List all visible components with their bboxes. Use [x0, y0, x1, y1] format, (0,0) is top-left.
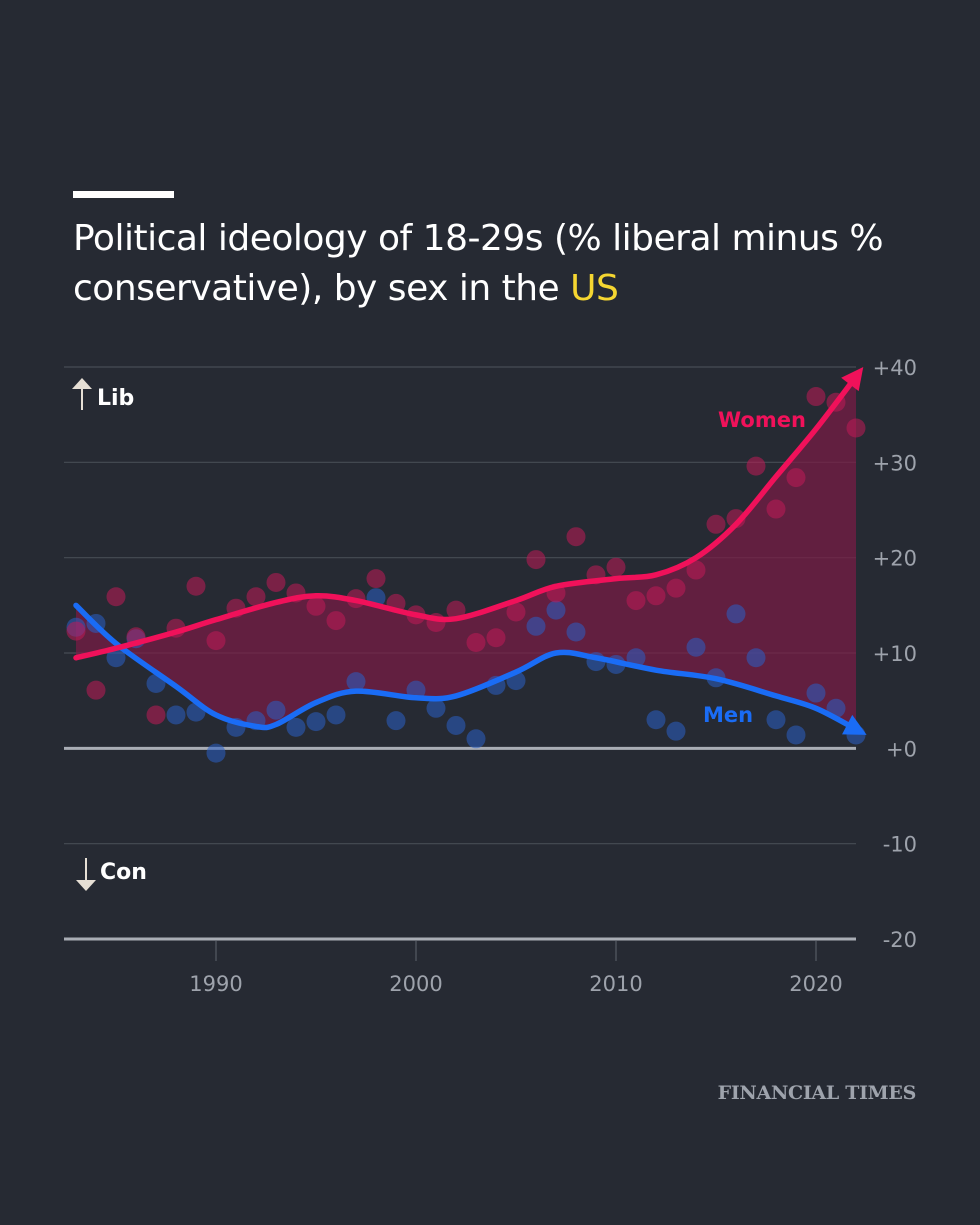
women-point-1985 — [106, 587, 126, 607]
con-annotation: Con — [76, 858, 147, 891]
women-point-2018 — [766, 499, 786, 519]
women-point-2015 — [706, 514, 726, 534]
women-point-2020 — [806, 387, 826, 407]
arrow-up-head-icon — [72, 378, 92, 389]
women-point-1984 — [86, 680, 106, 700]
men-point-2018 — [766, 710, 786, 730]
men-point-1993 — [266, 700, 286, 720]
women-point-2017 — [746, 456, 766, 476]
men-point-1985 — [106, 648, 126, 668]
men-point-2019 — [786, 725, 806, 745]
women-point-2005 — [506, 602, 526, 622]
title-main: Political ideology of 18-29s (% liberal … — [73, 218, 884, 309]
men-point-2008 — [566, 622, 586, 642]
arrow-down-head-icon — [76, 880, 96, 891]
women-point-1993 — [266, 572, 286, 592]
women-point-2004 — [486, 628, 506, 648]
y-tick-label: +40 — [873, 356, 917, 380]
men-point-1999 — [386, 711, 406, 731]
x-axis: 1990 2000 2010 2020 — [189, 941, 843, 996]
gap-fill — [76, 376, 856, 730]
women-point-2003 — [466, 633, 486, 653]
women-point-2008 — [566, 527, 586, 547]
trend-lines — [73, 366, 867, 735]
women-point-2002 — [446, 600, 466, 620]
y-tick-label: -20 — [883, 928, 917, 952]
women-point-1990 — [206, 631, 226, 651]
men-point-2016 — [726, 604, 746, 624]
y-tick-label: +10 — [873, 642, 917, 666]
x-tick-label: 2010 — [589, 972, 642, 996]
y-tick-label: -10 — [883, 833, 917, 857]
women-point-2013 — [666, 578, 686, 598]
men-point-2017 — [746, 648, 766, 668]
scatter-points — [66, 387, 866, 763]
title-accent-bar — [73, 191, 174, 198]
men-point-2013 — [666, 721, 686, 741]
women-series-label: Women — [718, 408, 806, 432]
source-credit: FINANCIAL TIMES — [717, 1082, 917, 1104]
women-point-2014 — [686, 560, 706, 580]
women-point-1996 — [326, 611, 346, 631]
men-point-2014 — [686, 637, 706, 657]
men-point-1988 — [166, 705, 186, 725]
women-arrow-icon — [841, 366, 864, 392]
lib-label: Lib — [97, 386, 134, 411]
women-point-1992 — [246, 587, 266, 607]
men-point-1990 — [206, 743, 226, 763]
lib-annotation: Lib — [72, 378, 134, 411]
women-point-2012 — [646, 586, 666, 606]
men-point-1996 — [326, 705, 346, 725]
women-point-2006 — [526, 550, 546, 570]
women-point-2022 — [846, 418, 866, 438]
women-point-2019 — [786, 468, 806, 488]
women-point-1989 — [186, 576, 206, 596]
women-point-1983 — [66, 621, 86, 641]
con-label: Con — [100, 860, 147, 885]
women-point-2011 — [626, 591, 646, 611]
men-trend-line — [73, 602, 859, 733]
men-point-2006 — [526, 616, 546, 636]
x-tick-label: 2020 — [789, 972, 842, 996]
women-point-2016 — [726, 509, 746, 529]
women-point-1998 — [366, 569, 386, 589]
y-tick-label: +30 — [873, 451, 917, 475]
men-arrow-icon — [842, 714, 867, 735]
women-trend-line — [73, 373, 859, 661]
men-point-2012 — [646, 710, 666, 730]
men-point-1997 — [346, 672, 366, 692]
men-series-label: Men — [703, 703, 753, 727]
x-tick-label: 1990 — [189, 972, 242, 996]
gap-area — [76, 376, 856, 730]
women-point-2010 — [606, 557, 626, 577]
y-tick-label: +20 — [873, 547, 917, 571]
men-point-2002 — [446, 715, 466, 735]
y-tick-label: +0 — [886, 737, 917, 761]
men-point-1994 — [286, 717, 306, 737]
women-point-1995 — [306, 596, 326, 616]
men-point-2007 — [546, 600, 566, 620]
women-point-1987 — [146, 705, 166, 725]
men-point-2003 — [466, 729, 486, 749]
x-tick-label: 2000 — [389, 972, 442, 996]
title-highlight: US — [570, 268, 619, 309]
men-point-2001 — [426, 698, 446, 718]
chart-title: Political ideology of 18-29s (% liberal … — [73, 214, 893, 314]
y-axis: +40 +30 +20 +10 +0 -10 -20 — [873, 356, 917, 952]
men-point-2020 — [806, 683, 826, 703]
men-point-1995 — [306, 712, 326, 732]
